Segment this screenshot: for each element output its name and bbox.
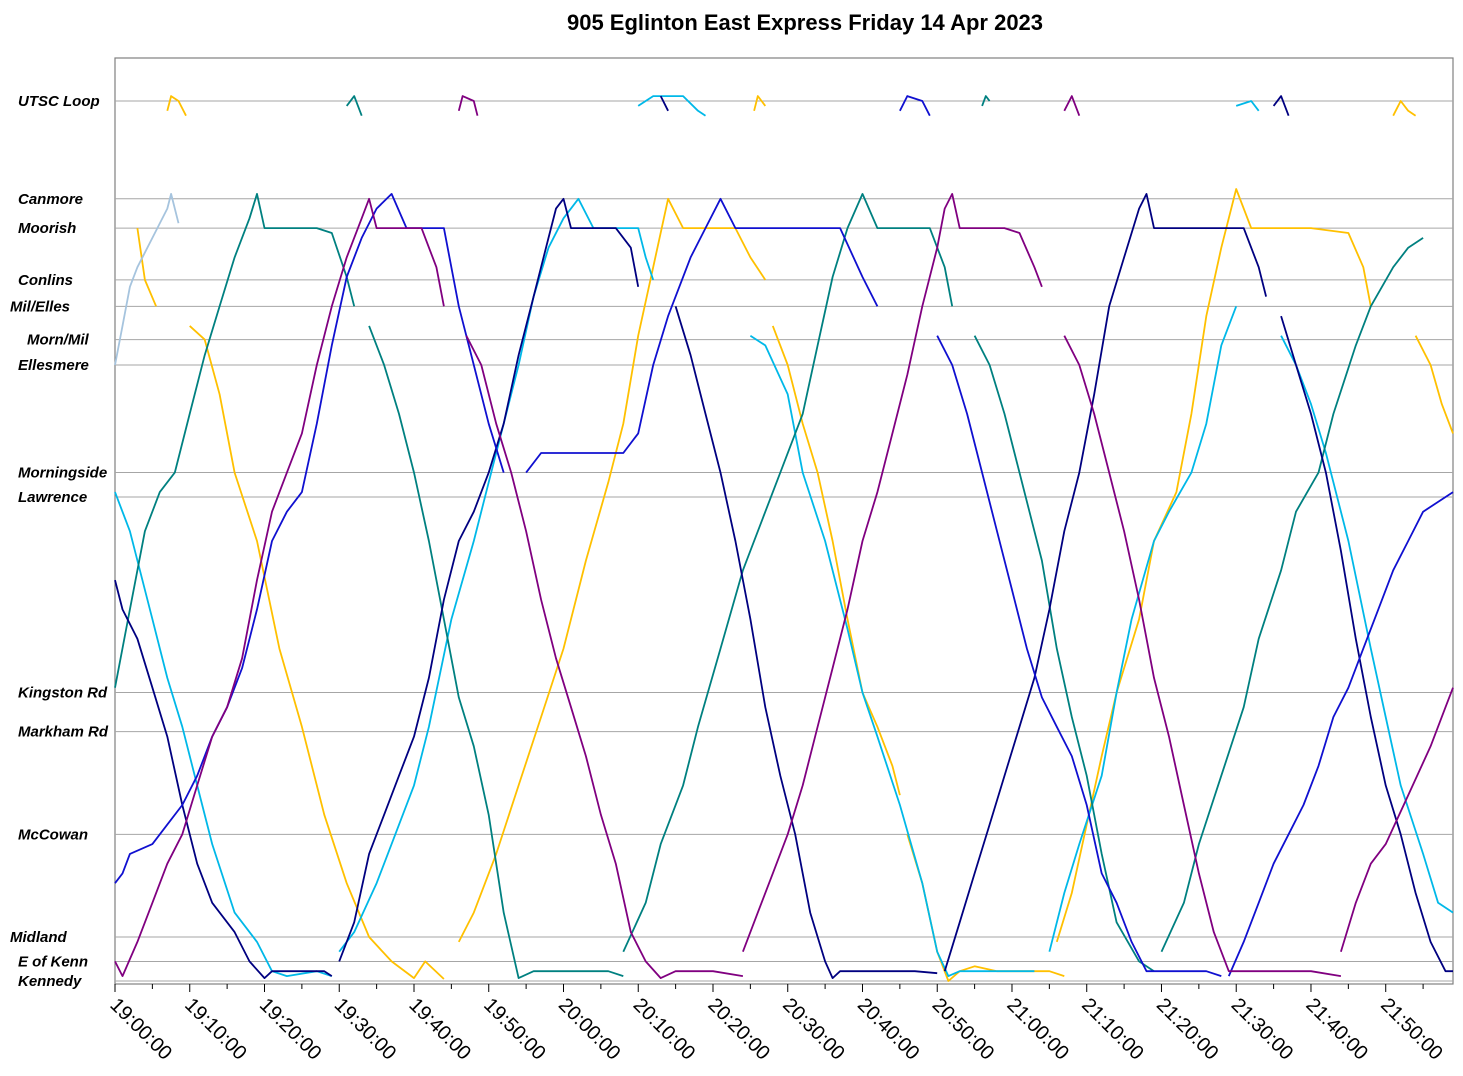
trip-line-29 — [943, 192, 1267, 972]
trip-line-13 — [637, 95, 706, 117]
trip-line-21 — [622, 192, 954, 953]
trip-line-30 — [1272, 95, 1290, 117]
trip-lines — [114, 95, 1454, 982]
x-tick-label: 21:40:00 — [1301, 994, 1372, 1065]
x-tick-label: 20:30:00 — [778, 994, 849, 1065]
trip-line-34 — [899, 95, 931, 117]
trip-line-37 — [114, 197, 445, 977]
x-tick-label: 20:20:00 — [703, 994, 774, 1065]
trip-line-24 — [1160, 237, 1424, 953]
trip-line-9 — [1414, 335, 1454, 434]
trip-line-28 — [674, 306, 938, 979]
trip-line-32 — [114, 192, 505, 884]
trip-line-7 — [1055, 188, 1372, 943]
trip-line-19 — [345, 95, 363, 117]
x-tick-label: 21:50:00 — [1376, 994, 1447, 1065]
trip-line-18 — [114, 192, 356, 688]
trip-line-8 — [1392, 100, 1417, 117]
x-tick-label: 19:40:00 — [404, 994, 475, 1065]
stop-label-morn-mil: Morn/Mil — [27, 332, 89, 349]
trip-line-10 — [114, 192, 180, 366]
stop-label-utsc-loop: UTSC Loop — [18, 93, 100, 110]
x-tick-label: 20:10:00 — [629, 994, 700, 1065]
trip-line-0 — [136, 227, 157, 307]
trip-line-42 — [1063, 335, 1342, 977]
stop-labels: UTSC Loop Canmore Moorish Conlins Mil/Elles M… — [10, 93, 109, 990]
stop-label-mil-elles: Mil/Elles — [10, 298, 70, 315]
trip-line-33 — [525, 197, 879, 474]
trip-line-31 — [1280, 315, 1453, 973]
stop-label-midland: Midland — [10, 929, 67, 946]
chart-title: 905 Eglinton East Express Friday 14 Apr … — [566, 10, 1044, 35]
stop-label-kennedy: Kennedy — [18, 973, 82, 990]
stop-label-conlins: Conlins — [18, 272, 73, 289]
stop-label-moorish: Moorish — [18, 220, 76, 237]
trip-line-39 — [465, 335, 744, 979]
stop-label-ellesmere: Ellesmere — [18, 357, 89, 374]
x-tick-label: 20:00:00 — [554, 994, 625, 1065]
trip-line-15 — [1048, 305, 1238, 952]
trip-line-4 — [753, 95, 767, 112]
trip-line-16 — [1235, 100, 1260, 112]
stop-label-morningside: Morningside — [18, 465, 107, 482]
x-tick-label: 21:00:00 — [1002, 994, 1073, 1065]
x-tick-label: 19:20:00 — [255, 994, 326, 1065]
stop-label-canmore: Canmore — [18, 191, 83, 208]
x-tick-label: 19:00:00 — [105, 994, 176, 1065]
x-tick-label: 19:10:00 — [180, 994, 251, 1065]
stop-label-markham-rd: Markham Rd — [18, 724, 109, 741]
trip-line-36 — [1227, 491, 1454, 977]
trip-line-5 — [771, 325, 901, 796]
x-tick-label: 21:30:00 — [1227, 994, 1298, 1065]
x-tick-label: 20:40:00 — [853, 994, 924, 1065]
x-tick-label: 19:50:00 — [479, 994, 550, 1065]
trip-line-23 — [973, 335, 1155, 972]
stop-label-kingston-rd: Kingston Rd — [18, 685, 108, 702]
x-axis-ticks: 19:00:00 19:10:00 19:20:00 19:30:00 19:40:00… — [105, 984, 1447, 1065]
trip-line-27 — [659, 95, 669, 112]
x-tick-label: 21:20:00 — [1152, 994, 1223, 1065]
trip-line-20 — [368, 325, 624, 979]
trip-line-43 — [1340, 687, 1454, 952]
x-tick-label: 19:30:00 — [330, 994, 401, 1065]
trip-line-2 — [189, 325, 445, 980]
trip-line-11 — [114, 491, 333, 977]
x-tick-label: 20:50:00 — [928, 994, 999, 1065]
trip-line-38 — [457, 95, 479, 116]
trip-line-17 — [1280, 335, 1454, 914]
trip-line-35 — [936, 335, 1222, 977]
x-tick-label: 21:10:00 — [1077, 994, 1148, 1065]
trip-line-25 — [114, 579, 333, 979]
stop-label-lawrence: Lawrence — [18, 489, 87, 506]
stop-label-e-of-kenn: E of Kenn — [18, 953, 88, 970]
trip-line-22 — [981, 95, 991, 107]
trip-line-26 — [338, 197, 640, 962]
stop-label-mccowan: McCowan — [18, 826, 88, 843]
trip-line-41 — [1063, 95, 1081, 117]
trip-line-1 — [166, 95, 187, 117]
trip-line-40 — [742, 192, 1043, 953]
